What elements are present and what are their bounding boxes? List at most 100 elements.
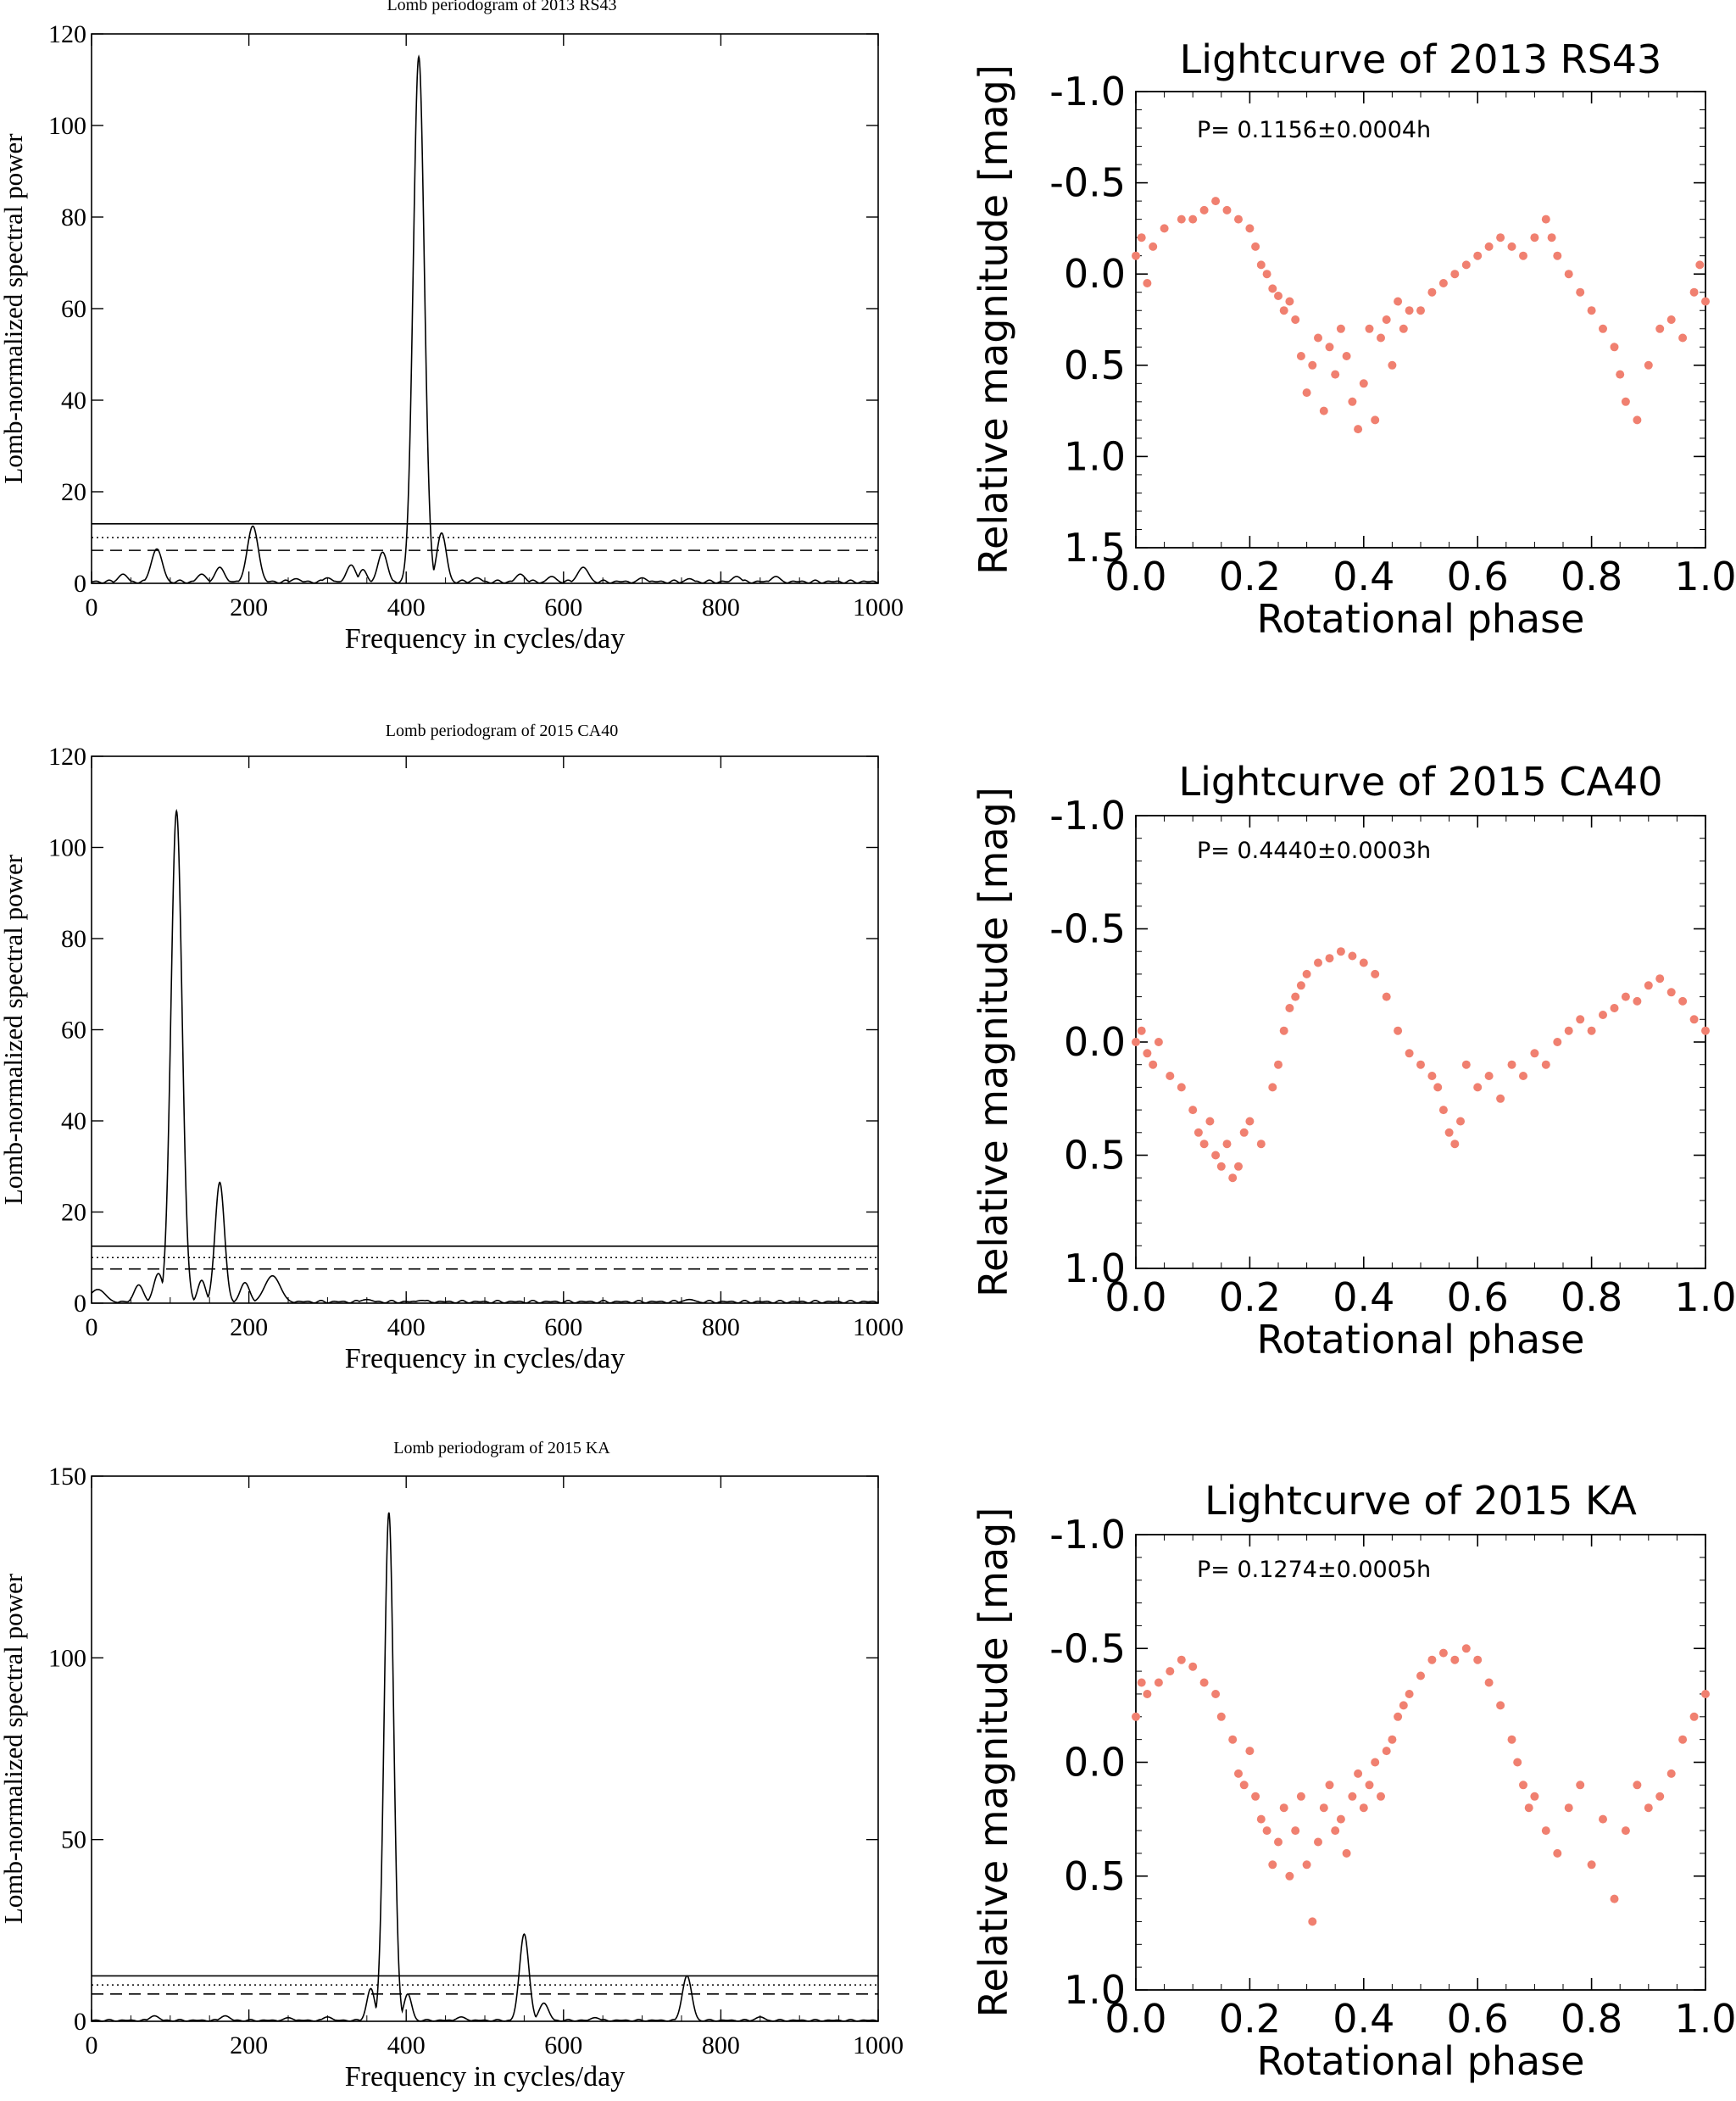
data-point: [1473, 1083, 1483, 1092]
data-point: [1291, 992, 1300, 1001]
data-point: [1377, 333, 1385, 343]
data-point: [1496, 1094, 1505, 1103]
x-tick-label: 0: [86, 2031, 98, 2059]
data-point: [1279, 1803, 1288, 1813]
x-tick-label: 0.2: [1219, 1274, 1281, 1320]
data-point: [1359, 958, 1368, 967]
x-tick-label: 600: [544, 2031, 582, 2059]
periodogram-panel: 0 200 400 600 800 1000 0 20 40 60 80 100 120 Lomb per…: [0, 722, 904, 1374]
data-point: [1655, 324, 1665, 333]
data-point: [1325, 343, 1334, 352]
data-point: [1377, 1792, 1385, 1801]
data-point: [1188, 215, 1198, 224]
x-tick-label: 1000: [853, 1313, 904, 1341]
x-tick-label: 600: [544, 594, 582, 621]
data-point: [1262, 270, 1271, 279]
data-point: [1222, 1140, 1232, 1149]
data-point: [1444, 1128, 1454, 1137]
y-tick-label: 1.5: [1064, 525, 1126, 571]
chart-title: Lightcurve of 2015 KA: [1205, 1478, 1637, 1524]
data-point: [1701, 1026, 1710, 1035]
data-point: [1519, 251, 1527, 260]
x-tick-label: 400: [387, 594, 426, 621]
data-point: [1456, 1117, 1465, 1126]
data-point: [1701, 1690, 1710, 1698]
data-point: [1513, 1758, 1522, 1767]
y-tick-label: 120: [48, 20, 86, 48]
x-tick-label: 0.0: [1104, 1274, 1166, 1320]
data-point: [1382, 1747, 1391, 1756]
data-point: [1666, 988, 1676, 997]
plot-frame: [1135, 91, 1706, 549]
x-tick-label: 0.8: [1561, 1274, 1622, 1320]
data-point: [1450, 1655, 1460, 1664]
y-tick-label: 50: [61, 1826, 86, 1854]
data-point: [1701, 297, 1710, 306]
x-tick-label: 0.4: [1333, 1274, 1394, 1320]
data-point: [1438, 1648, 1448, 1658]
data-point: [1655, 974, 1665, 984]
y-axis-label: Relative magnitude [mag]: [971, 64, 1016, 575]
chart-title: Lomb periodogram of 2015 KA: [393, 1439, 610, 1457]
x-tick-label: 1.0: [1674, 1274, 1736, 1320]
y-tick-label: 100: [48, 834, 86, 862]
data-point: [1285, 1004, 1294, 1012]
y-tick-label: 100: [48, 1644, 86, 1672]
data-point: [1553, 1848, 1562, 1858]
spectrum-line: [91, 1512, 879, 2022]
x-axis-label: Frequency in cycles/day: [345, 2061, 625, 2093]
x-axis-label: Rotational phase: [1257, 2038, 1585, 2084]
x-tick-label: 400: [387, 2031, 426, 2059]
x-tick-label: 200: [230, 1313, 268, 1341]
data-point: [1564, 1026, 1573, 1035]
data-point: [1427, 287, 1437, 297]
period-annotation: P= 0.1274±0.0005h: [1197, 1557, 1431, 1583]
data-point: [1644, 360, 1653, 370]
data-point: [1354, 1769, 1363, 1778]
data-point: [1553, 1038, 1562, 1046]
x-tick-label: 0.6: [1447, 1996, 1509, 2042]
data-point: [1354, 425, 1363, 434]
data-point: [1633, 415, 1642, 425]
lightcurve-panel: 0.0 0.2 0.4 0.6 0.8 1.0 -1.0 -0.5 0.0 0.5 1.0 Light…: [971, 1478, 1736, 2084]
data-point: [1461, 1644, 1471, 1653]
data-point: [1211, 1690, 1221, 1698]
data-point: [1211, 197, 1221, 206]
data-point: [1137, 1678, 1146, 1687]
data-point: [1519, 1781, 1527, 1790]
data-point: [1678, 333, 1688, 343]
data-point: [1205, 1117, 1215, 1126]
data-point: [1484, 1072, 1494, 1080]
data-point: [1461, 260, 1471, 270]
data-point: [1211, 1151, 1221, 1160]
data-point: [1547, 233, 1556, 242]
x-tick-label: 0.8: [1561, 554, 1622, 599]
data-point: [1530, 233, 1539, 242]
y-tick-label: 40: [61, 387, 86, 415]
data-point: [1348, 397, 1357, 406]
data-point: [1296, 981, 1305, 990]
data-point: [1336, 324, 1345, 333]
data-point: [1325, 1781, 1334, 1790]
data-point: [1507, 1060, 1516, 1069]
chart-title: Lightcurve of 2013 RS43: [1180, 36, 1662, 82]
x-tick-label: 0: [86, 1313, 98, 1341]
data-point: [1541, 215, 1550, 224]
data-point: [1365, 1781, 1374, 1790]
data-point: [1154, 1038, 1163, 1046]
spectrum-line: [91, 54, 879, 584]
x-tick-label: 600: [544, 1313, 582, 1341]
data-point: [1348, 951, 1357, 961]
x-tick-label: 0.2: [1219, 1996, 1281, 2042]
data-point: [1610, 343, 1619, 352]
data-point: [1160, 224, 1169, 233]
data-point: [1132, 1038, 1140, 1046]
data-point: [1239, 1128, 1249, 1137]
y-tick-label: -0.5: [1049, 160, 1126, 206]
data-point: [1405, 306, 1414, 315]
data-point: [1256, 1814, 1266, 1824]
data-point: [1154, 1678, 1163, 1687]
data-point: [1541, 1826, 1550, 1836]
data-point: [1621, 1826, 1630, 1836]
data-point: [1132, 251, 1140, 260]
